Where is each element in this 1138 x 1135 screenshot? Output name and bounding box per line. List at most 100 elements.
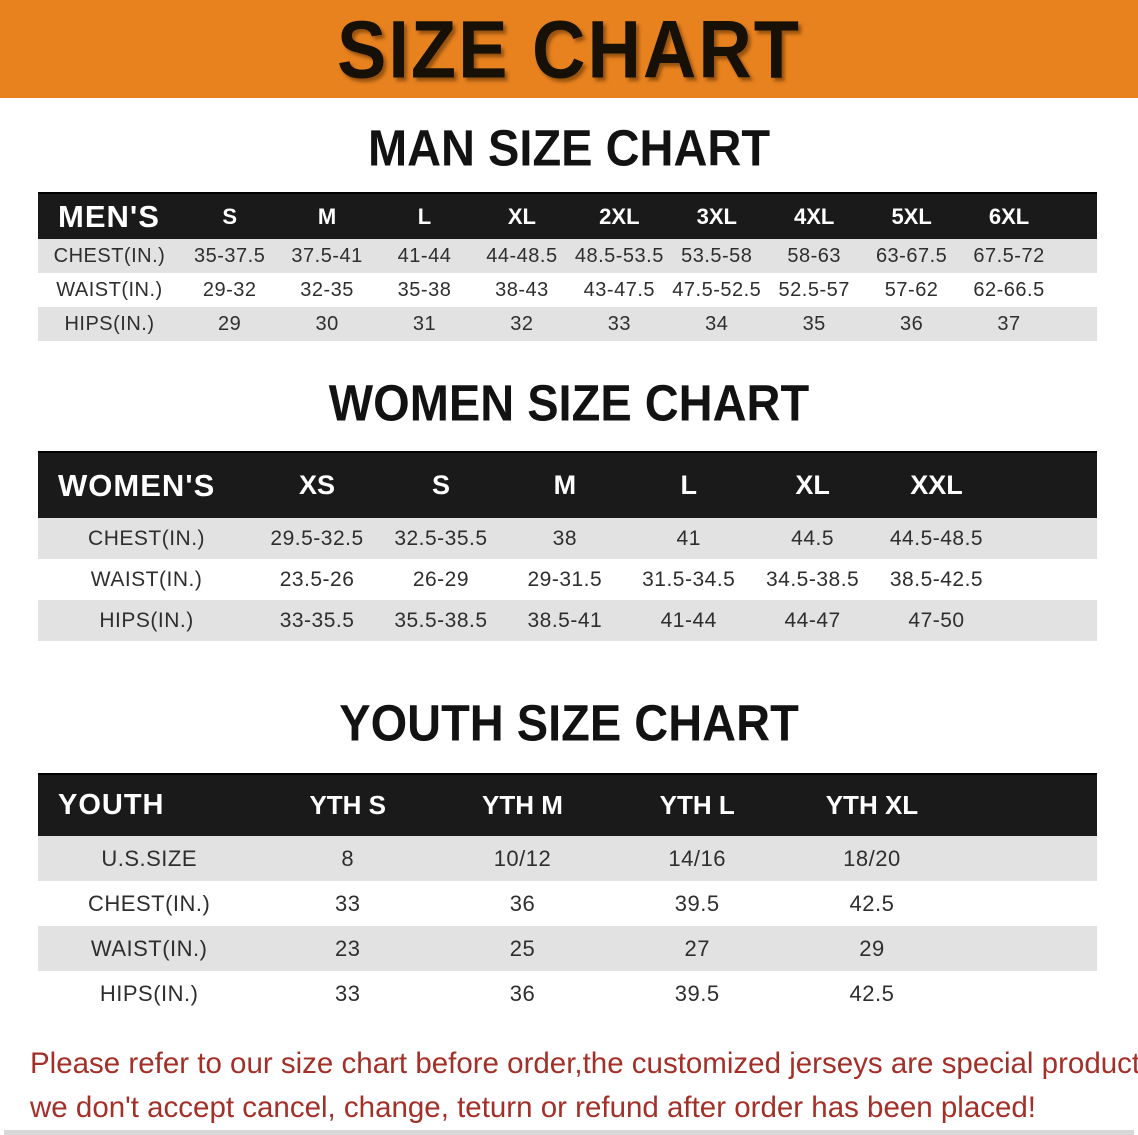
measure-row-label: CHEST(IN.) <box>38 518 256 559</box>
size-value-cell: 44-48.5 <box>473 239 571 273</box>
size-column-header: M <box>502 451 627 518</box>
size-value-cell: 32-35 <box>300 278 354 301</box>
row-spacer <box>1057 307 1097 341</box>
table-group-label: WOMEN'S <box>38 451 256 518</box>
youth-size-section: YOUTH SIZE CHART YOUTH YTH S YTH M YTH L YTH… <box>0 693 1138 1016</box>
size-value-cell: 42.5 <box>849 980 895 1006</box>
table-group-label: MEN'S <box>38 192 181 239</box>
size-column-header: XL <box>473 192 571 239</box>
size-value-cell: 33-35.5 <box>255 600 379 641</box>
size-column-header: YTH XL <box>784 773 960 836</box>
bottom-divider <box>4 1130 1134 1135</box>
disclaimer-line-1: Please refer to our size chart before or… <box>30 1047 1138 1080</box>
row-spacer <box>1058 273 1097 307</box>
men-size-table: MEN'S S M L XL 2XL 3XL 4XL 5XL 6XL CHEST(IN.) 35-37… <box>38 192 1097 341</box>
size-value-cell: 53.5-58 <box>668 239 766 273</box>
measure-row-label: U.S.SIZE <box>38 836 261 881</box>
size-column-header: YTH S <box>260 773 436 836</box>
size-value-cell: 31.5-34.5 <box>642 567 736 591</box>
youth-size-table: YOUTH YTH S YTH M YTH L YTH XL U.S.SIZE 8 10/12… <box>38 773 1097 1016</box>
size-value-cell: 33 <box>335 890 361 916</box>
size-value-cell: 25 <box>435 926 610 971</box>
size-column-header: XL <box>750 451 875 518</box>
size-value-cell: 42.5 <box>849 890 895 916</box>
size-value-cell: 36 <box>509 890 536 916</box>
size-column-header: XXL <box>874 451 999 518</box>
size-column-header: L <box>626 451 751 518</box>
size-value-cell: 44-47 <box>750 600 875 641</box>
size-column-header: S <box>379 451 503 518</box>
size-value-cell: 47-50 <box>874 600 999 641</box>
header-spacer <box>998 451 1097 518</box>
size-value-cell: 36 <box>862 307 961 341</box>
size-column-header: XS <box>255 451 379 518</box>
measurement-row: WAIST(IN.) 23 25 27 29 <box>38 926 1097 971</box>
disclaimer-line-2: we don't accept cancel, change, teturn o… <box>30 1091 1036 1124</box>
size-value-cell: 35-38 <box>397 278 452 301</box>
size-value-cell: 33 <box>335 980 361 1006</box>
size-value-cell: 47.5-52.5 <box>672 278 762 301</box>
size-value-cell: 26-29 <box>412 567 470 591</box>
measurement-row: WAIST(IN.) 23.5-26 26-29 29-31.5 31.5-34.5 34… <box>38 559 1097 600</box>
size-value-cell: 41-44 <box>375 239 474 273</box>
size-value-cell: 29 <box>180 307 279 341</box>
header-spacer <box>1057 192 1097 239</box>
size-value-cell: 23 <box>260 926 436 971</box>
size-value-cell: 44.5-48.5 <box>874 518 999 559</box>
size-value-cell: 41-44 <box>626 600 751 641</box>
row-spacer <box>959 971 1097 1016</box>
header-spacer <box>959 773 1097 836</box>
size-value-cell: 41 <box>626 518 751 559</box>
size-column-header: YTH M <box>435 773 610 836</box>
size-value-cell: 39.5 <box>674 890 720 916</box>
measure-row-label: HIPS(IN.) <box>99 980 199 1006</box>
size-header-row: MEN'S S M L XL 2XL 3XL 4XL 5XL 6XL <box>38 192 1097 239</box>
size-value-cell: 34 <box>668 307 766 341</box>
row-spacer <box>959 881 1097 926</box>
size-column-header: YTH L <box>609 773 785 836</box>
size-value-cell: 37.5-41 <box>278 239 376 273</box>
size-value-cell: 35 <box>765 307 863 341</box>
size-value-cell: 35-37.5 <box>180 239 279 273</box>
size-value-cell: 36 <box>509 980 536 1006</box>
women-size-table: WOMEN'S XS S M L XL XXL CHEST(IN.) 29.5-32.5 32.5… <box>38 451 1097 641</box>
man-size-section: MAN SIZE CHART MEN'S S M L XL 2XL 3XL 4XL 5XL 6XL… <box>0 118 1138 341</box>
size-value-cell: 29.5-32.5 <box>255 518 379 559</box>
measure-row-label: HIPS(IN.) <box>38 600 256 641</box>
size-column-header: 6XL <box>960 192 1058 239</box>
measurement-row: WAIST(IN.) 29-32 32-35 35-38 38-43 43-47.5 47.… <box>38 273 1097 307</box>
size-value-cell: 37 <box>960 307 1058 341</box>
measurement-row: CHEST(IN.) 33 36 39.5 42.5 <box>38 881 1097 926</box>
size-value-cell: 39.5 <box>674 980 720 1006</box>
table-group-label: YOUTH <box>38 773 261 836</box>
measurement-row: CHEST(IN.) 29.5-32.5 32.5-35.5 38 41 44.5 44.5… <box>38 518 1097 559</box>
measure-row-label: HIPS(IN.) <box>38 307 181 341</box>
size-header-row: YOUTH YTH S YTH M YTH L YTH XL <box>38 773 1097 836</box>
size-column-header: S <box>180 192 279 239</box>
measure-row-label: CHEST(IN.) <box>88 890 211 916</box>
size-value-cell: 48.5-53.5 <box>570 239 669 273</box>
size-chart-banner: SIZE CHART <box>0 0 1138 98</box>
size-value-cell: 62-66.5 <box>973 278 1045 301</box>
row-spacer <box>998 559 1097 600</box>
women-size-section: WOMEN SIZE CHART WOMEN'S XS S M L XL XXL CHEST(… <box>0 374 1138 641</box>
man-size-heading: MAN SIZE CHART <box>367 118 771 177</box>
measure-row-label: WAIST(IN.) <box>56 278 163 301</box>
size-value-cell: 23.5-26 <box>279 567 355 591</box>
size-value-cell: 32 <box>473 307 571 341</box>
size-column-header: 2XL <box>570 192 669 239</box>
size-value-cell: 8 <box>260 836 436 881</box>
youth-size-heading: YOUTH SIZE CHART <box>339 693 799 752</box>
size-value-cell: 35.5-38.5 <box>379 600 503 641</box>
size-value-cell: 57-62 <box>884 278 939 301</box>
row-spacer <box>1057 239 1097 273</box>
row-spacer <box>998 518 1097 559</box>
size-value-cell: 29 <box>784 926 960 971</box>
size-value-cell: 29-32 <box>202 278 257 301</box>
size-value-cell: 52.5-57 <box>778 278 850 301</box>
size-value-cell: 58-63 <box>765 239 863 273</box>
measure-row-label: WAIST(IN.) <box>38 926 261 971</box>
order-disclaimer: Please refer to our size chart before or… <box>30 1042 1138 1130</box>
row-spacer <box>959 926 1097 971</box>
size-value-cell: 18/20 <box>784 836 960 881</box>
